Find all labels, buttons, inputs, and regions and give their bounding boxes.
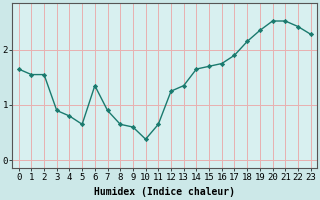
X-axis label: Humidex (Indice chaleur): Humidex (Indice chaleur)	[94, 187, 235, 197]
